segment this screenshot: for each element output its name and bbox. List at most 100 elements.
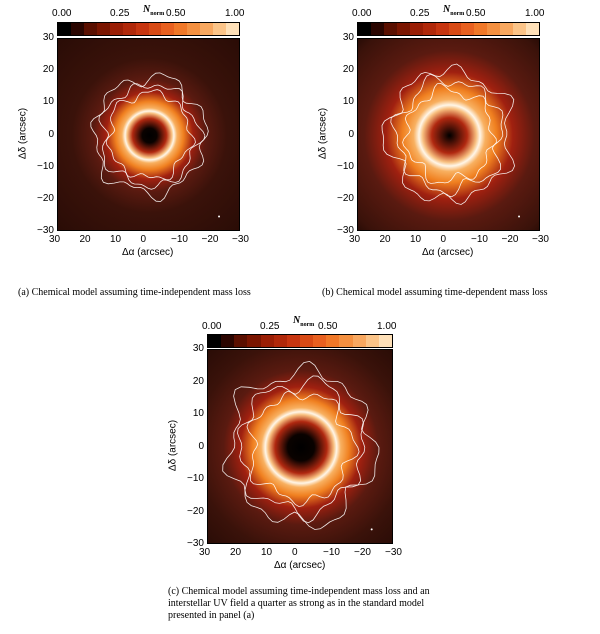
emission-background — [58, 39, 239, 230]
y-tick-label: 30 — [192, 343, 204, 354]
ring-map-b — [358, 39, 539, 230]
colorbar-segment — [122, 23, 137, 35]
caption-a: (a) Chemical model assuming time-indepen… — [18, 287, 251, 298]
x-tick-label: −30 — [385, 547, 402, 558]
cbar-tick-2: 0.50 — [318, 321, 338, 332]
marker-dot — [370, 528, 373, 531]
x-tick-label: −10 — [171, 234, 188, 245]
y-tick-label: −30 — [37, 225, 54, 236]
observed-contour — [222, 360, 380, 530]
x-tick-label: 30 — [349, 234, 361, 245]
colorbar-segment — [221, 335, 235, 347]
colorbar-segment — [474, 23, 488, 35]
colorbar-segment — [487, 23, 501, 35]
ylabel-c: Δδ (arcsec) — [167, 419, 179, 472]
cbar-tick-3: 1.00 — [377, 321, 397, 332]
y-tick-label: −30 — [337, 225, 354, 236]
colorbar-segment — [58, 23, 72, 35]
colorbar-segment — [448, 23, 462, 35]
y-tick-label: 30 — [342, 32, 354, 43]
colorbar-segment — [526, 23, 540, 35]
x-tick-label: 10 — [110, 234, 122, 245]
colorbar-segment — [208, 335, 222, 347]
observed-contour — [390, 73, 504, 198]
colorbar-segment — [396, 23, 411, 35]
x-tick-label: −30 — [532, 234, 549, 245]
y-tick-label: −10 — [337, 160, 354, 172]
cbar-tick-0: 0.00 — [52, 8, 72, 19]
colorbar-segment — [96, 23, 111, 35]
colorbar-segment — [378, 335, 393, 347]
colorbar-segment — [358, 23, 372, 35]
colorbar-segment — [213, 23, 227, 35]
observed-contour — [237, 375, 366, 524]
y-tick-label: −20 — [37, 192, 54, 204]
x-tick-label: −20 — [201, 234, 219, 245]
colorbar-segment — [187, 23, 201, 35]
cbar-tick-0: 0.00 — [202, 321, 222, 332]
observed-contour — [246, 390, 360, 508]
y-tick-label: 30 — [42, 32, 54, 43]
y-tick-label: 10 — [342, 96, 354, 108]
y-tick-label: −30 — [187, 538, 204, 549]
xlabel-a: Δα (arcsec) — [122, 247, 174, 258]
cbar-tick-3: 1.00 — [525, 8, 545, 19]
colorbar-segment — [234, 335, 248, 347]
marker-dot — [218, 215, 221, 218]
colorbar-segment — [135, 23, 149, 35]
x-tick-label: −20 — [354, 547, 371, 558]
x-tick-label: −20 — [501, 234, 519, 245]
colorbar-segment — [500, 23, 514, 35]
x-tick-label: 0 — [440, 234, 447, 245]
cbar-tick-2: 0.50 — [166, 8, 186, 19]
caption-c: (c) Chemical model assuming time-indepen… — [168, 586, 430, 621]
emission-map-c — [207, 349, 393, 544]
colorbar-segment — [161, 23, 175, 35]
cbar-tick-0: 0.00 — [352, 8, 372, 19]
x-tick-label: 20 — [230, 547, 242, 558]
y-tick-label: 20 — [342, 64, 354, 76]
emission-map-b — [357, 38, 540, 231]
colorbar-segment — [300, 335, 314, 347]
y-tick-label: 0 — [348, 128, 354, 140]
y-tick-label: −20 — [337, 192, 354, 204]
colorbar-title: Nnorm — [293, 315, 315, 328]
colorbar-title: Nnorm — [443, 4, 465, 17]
colorbar-segment — [352, 335, 367, 347]
colorbar-segment — [273, 335, 288, 347]
x-tick-label: −10 — [471, 234, 488, 245]
xlabel-c: Δα (arcsec) — [274, 560, 326, 571]
colorbar-segment — [174, 23, 188, 35]
y-tick-label: 10 — [42, 96, 54, 108]
colorbar-segment — [422, 23, 437, 35]
colorbar-segment — [339, 335, 354, 347]
cbar-tick-1: 0.25 — [410, 8, 430, 19]
x-tick-label: 0 — [140, 234, 147, 245]
observed-contour — [98, 83, 206, 190]
panel-b: 0.00 0.25 Nnorm 0.50 1.00 Δδ (arcsec) Δα… — [300, 0, 600, 300]
y-tick-label: 20 — [192, 375, 204, 387]
x-tick-label: 20 — [79, 234, 91, 245]
ring-map-a — [58, 39, 239, 230]
colorbar-segment — [435, 23, 449, 35]
emission-map-a — [57, 38, 240, 231]
cbar-tick-1: 0.25 — [260, 321, 280, 332]
colorbar-segment — [148, 23, 162, 35]
colorbar-segment — [383, 23, 398, 35]
x-tick-label: 20 — [379, 234, 391, 245]
colorbar-segment — [200, 23, 214, 35]
cbar-tick-3: 1.00 — [225, 8, 245, 19]
colorbar-segment — [226, 23, 240, 35]
panel-a: 0.00 0.25 Nnorm 0.50 1.00 Δδ (arcsec) Δα… — [0, 0, 300, 300]
xlabel-b: Δα (arcsec) — [422, 247, 474, 258]
cbar-tick-1: 0.25 — [110, 8, 130, 19]
x-tick-label: 30 — [49, 234, 61, 245]
ring-map-c — [208, 350, 392, 543]
colorbar-segment — [461, 23, 475, 35]
ylabel-a: Δδ (arcsec) — [17, 107, 29, 160]
observed-contour — [381, 63, 516, 205]
colorbar-title: Nnorm — [143, 4, 165, 17]
y-tick-label: −10 — [187, 473, 204, 484]
y-tick-label: 20 — [42, 64, 54, 76]
x-tick-label: 30 — [199, 547, 211, 558]
